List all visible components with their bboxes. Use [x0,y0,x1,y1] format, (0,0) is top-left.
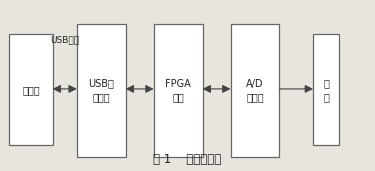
Bar [154,24,203,157]
Bar [77,24,126,157]
Bar [313,34,339,145]
Text: A/D
转换器: A/D 转换器 [246,79,264,103]
Text: 图 1    系统结构图: 图 1 系统结构图 [153,153,222,166]
Text: FPGA
芯片: FPGA 芯片 [165,79,191,103]
Text: USB控
制芯片: USB控 制芯片 [88,79,114,103]
Bar [231,24,279,157]
Text: USB总线: USB总线 [50,35,79,44]
Bar [9,34,53,145]
Text: 上位机: 上位机 [22,85,40,95]
Text: 数
据: 数 据 [323,78,329,102]
